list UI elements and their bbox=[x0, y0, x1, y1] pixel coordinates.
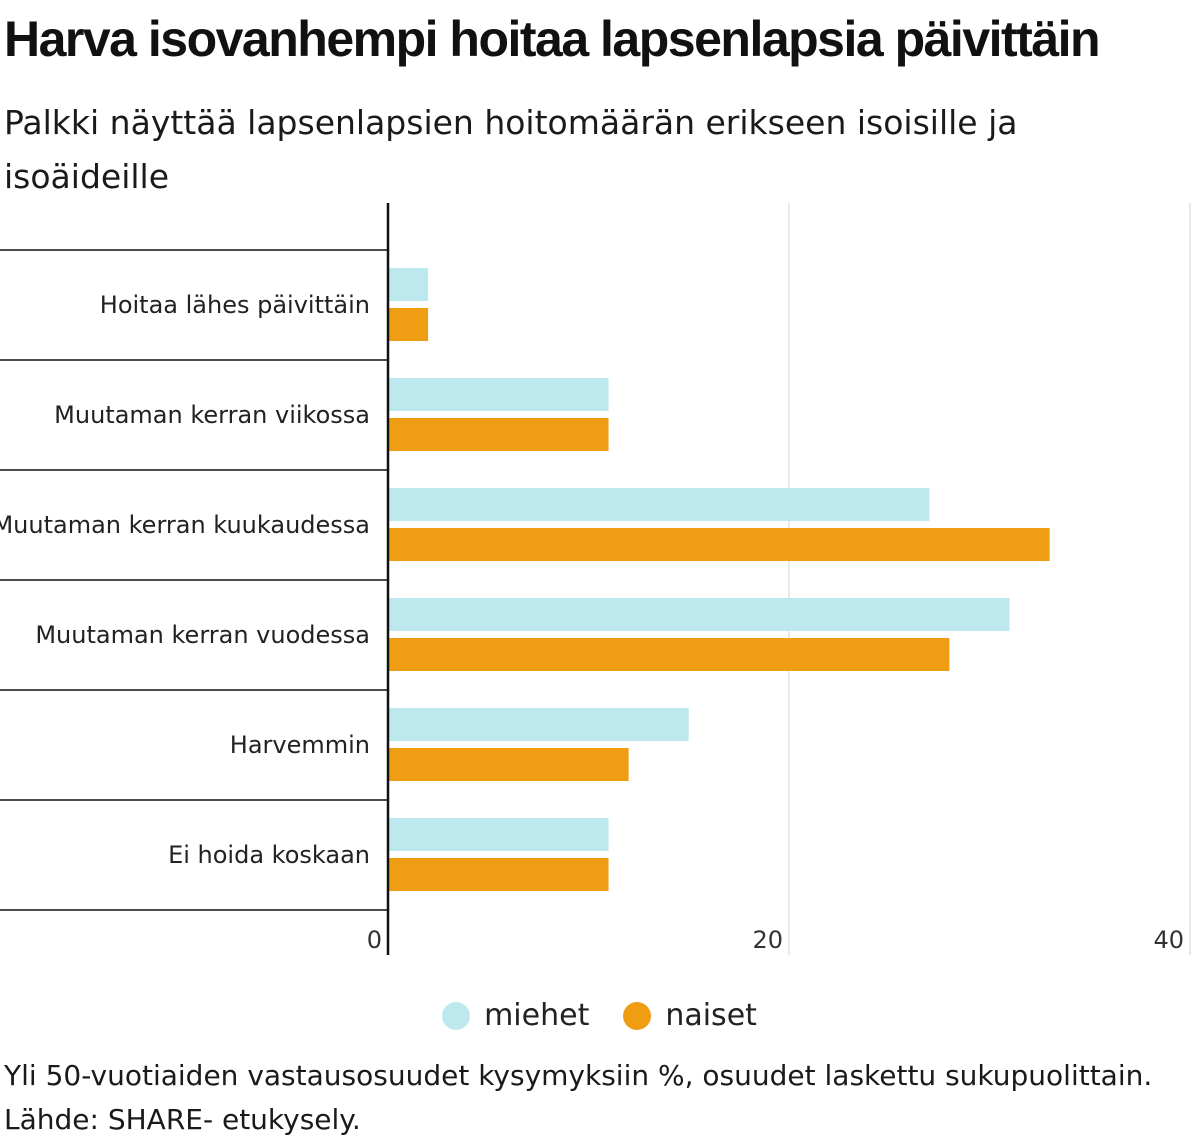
bar-miehet bbox=[388, 598, 1010, 631]
bar-miehet bbox=[388, 268, 429, 301]
footer-source: Lähde: SHARE- etukysely. bbox=[4, 1103, 361, 1136]
footer: Yli 50-vuotiaiden vastausosuudet kysymyk… bbox=[4, 1054, 1194, 1142]
axis-layer: 0 20 40 bbox=[367, 203, 1184, 955]
bar-miehet bbox=[388, 488, 930, 521]
category-label: Muutaman kerran vuodessa bbox=[35, 621, 370, 649]
chart-subtitle: Palkki näyttää lapsenlapsien hoitomäärän… bbox=[4, 103, 1018, 196]
grid-layer bbox=[788, 203, 1191, 955]
chart-title: Harva isovanhempi hoitaa lapsenlapsia pä… bbox=[4, 11, 1101, 67]
category-label: Muutaman kerran viikossa bbox=[54, 401, 370, 429]
bar-miehet bbox=[388, 818, 609, 851]
x-tick-label: 0 bbox=[367, 926, 382, 954]
legend-label-miehet: miehet bbox=[484, 998, 590, 1033]
bar-naiset bbox=[388, 748, 629, 781]
legend-swatch-miehet bbox=[442, 1001, 471, 1030]
legend-label-naiset: naiset bbox=[665, 998, 757, 1033]
bar-miehet bbox=[388, 378, 609, 411]
bar-naiset bbox=[388, 418, 609, 451]
bars bbox=[388, 268, 1050, 891]
bar-naiset bbox=[388, 858, 609, 891]
category-rows: Hoitaa lähes päivittäin Muutaman kerran v… bbox=[0, 249, 388, 911]
bar-chart: Hoitaa lähes päivittäin Muutaman kerran v… bbox=[0, 203, 1191, 955]
legend-swatch-naiset bbox=[623, 1001, 652, 1030]
x-tick-label: 40 bbox=[1153, 926, 1184, 954]
category-label: Muutaman kerran kuukaudessa bbox=[0, 511, 370, 539]
category-label: Harvemmin bbox=[230, 731, 370, 759]
x-tick-label: 20 bbox=[752, 926, 783, 954]
bar-naiset bbox=[388, 638, 950, 671]
bar-naiset bbox=[388, 308, 429, 341]
category-label: Hoitaa lähes päivittäin bbox=[100, 291, 370, 319]
legend: miehet naiset bbox=[0, 998, 1199, 1033]
category-label: Ei hoida koskaan bbox=[168, 841, 370, 869]
legend-item-naiset: naiset bbox=[623, 998, 757, 1033]
bar-naiset bbox=[388, 528, 1050, 561]
legend-item-miehet: miehet bbox=[442, 998, 589, 1033]
bar-miehet bbox=[388, 708, 689, 741]
footer-note: Yli 50-vuotiaiden vastausosuudet kysymyk… bbox=[4, 1059, 1153, 1092]
